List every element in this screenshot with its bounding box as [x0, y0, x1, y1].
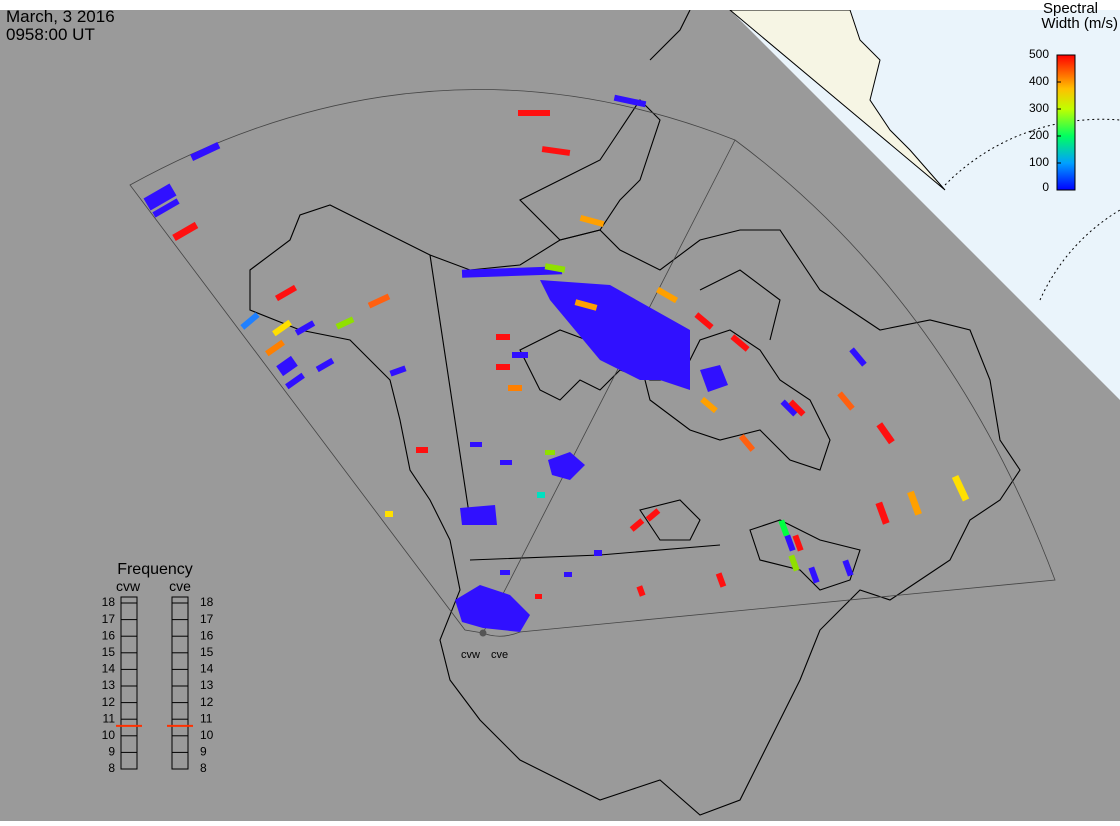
frequency-tick-label: 12 — [200, 695, 214, 709]
frequency-tick-label: 13 — [200, 678, 214, 692]
radar-fan — [129, 89, 1056, 637]
frequency-tick-label: 16 — [200, 628, 214, 642]
radar-site — [479, 629, 487, 637]
colorbar-title: Spectral — [1043, 0, 1098, 17]
frequency-tick-label: 16 — [102, 628, 116, 642]
daylight-region — [730, 10, 1120, 400]
colorbar-tick-label: 200 — [1029, 128, 1049, 142]
top-strip — [0, 0, 1120, 10]
frequency-title: Frequency — [117, 561, 193, 578]
colorbar-tick-label: 300 — [1029, 101, 1049, 115]
frequency-tick-label: 15 — [102, 645, 116, 659]
colorbar-title: Width (m/s) — [1041, 15, 1118, 32]
frequency-tick-label: 9 — [108, 745, 115, 759]
colorbar-tick-label: 100 — [1029, 155, 1049, 169]
colorbar-tick-label: 500 — [1029, 47, 1049, 61]
site-label: cvw — [461, 649, 480, 661]
frequency-tick-label: 8 — [200, 761, 207, 775]
date: March, 3 2016 — [6, 7, 115, 26]
echoes — [143, 94, 970, 632]
frequency-tick-label: 11 — [200, 711, 213, 725]
time: 0958:00 UT — [6, 25, 95, 44]
frequency-tick-label: 9 — [200, 745, 207, 759]
colorbar — [1056, 54, 1076, 191]
frequency-tick-label: 13 — [102, 678, 116, 692]
frequency-tick-label: 12 — [102, 695, 116, 709]
colorbar-tick-label: 400 — [1029, 74, 1049, 88]
frequency-tick-label: 10 — [102, 728, 116, 742]
latitude-lines — [944, 118, 1120, 301]
colorbar-tick-label: 0 — [1042, 180, 1049, 194]
frequency-tick-label: 17 — [102, 612, 116, 626]
frequency-tick-label: 8 — [108, 761, 115, 775]
frequency-tick-label: 17 — [200, 612, 214, 626]
frequency-tick-label: 14 — [102, 662, 116, 676]
frequency-tick-label: 14 — [200, 662, 214, 676]
frequency-tick-label: 18 — [102, 595, 116, 609]
frequency-tick-label: 15 — [200, 645, 214, 659]
greenland — [728, 9, 946, 191]
frequency-tick-label: 10 — [200, 728, 214, 742]
radar-name: cve — [169, 578, 191, 594]
frequency-tick-label: 18 — [200, 595, 214, 609]
frequency-tick-label: 11 — [103, 711, 116, 725]
coastlines — [249, 9, 1021, 816]
site-label: cve — [491, 649, 508, 661]
radar-name: cvw — [116, 578, 141, 594]
